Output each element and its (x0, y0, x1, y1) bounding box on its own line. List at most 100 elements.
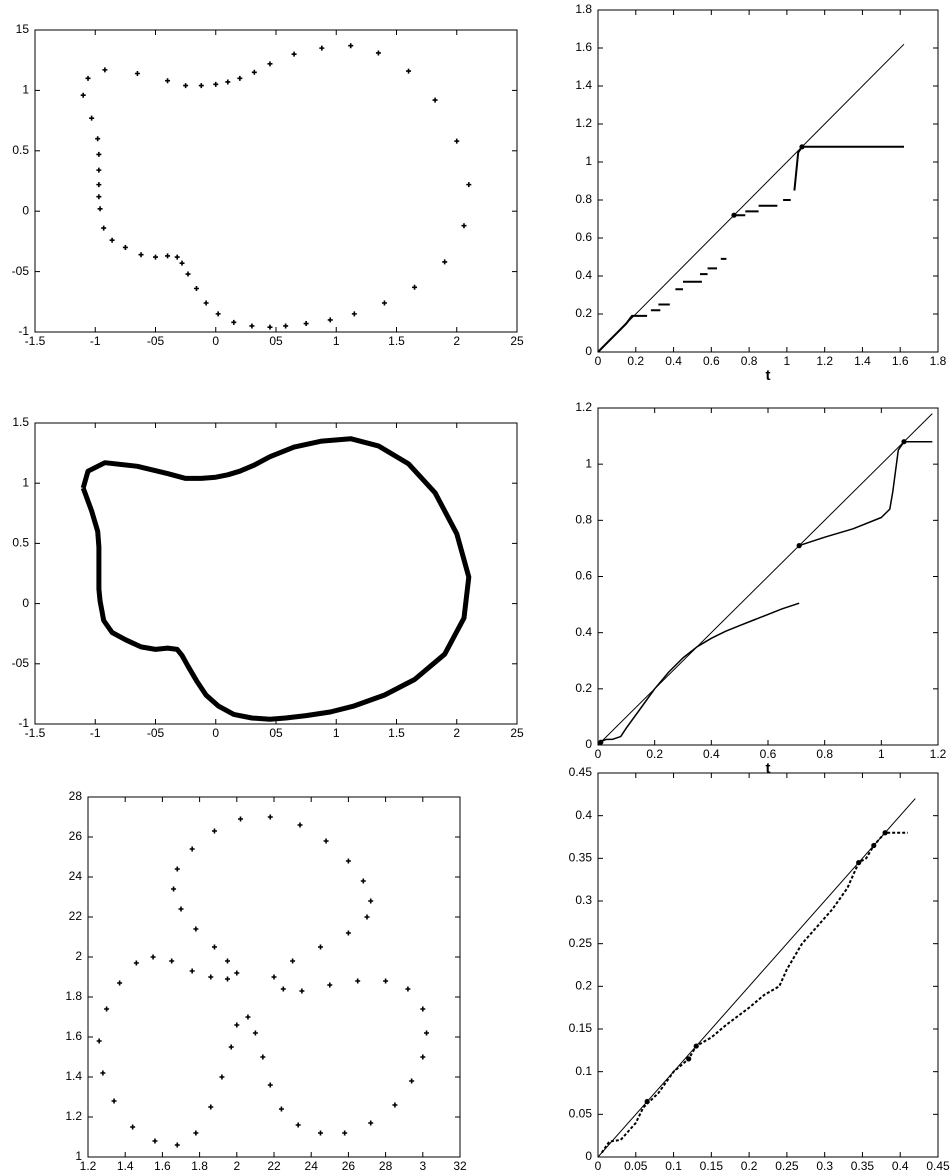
x-tick-label: 1 (333, 334, 340, 348)
y-tick-label: 1.2 (65, 1109, 82, 1123)
y-tick-label: 0 (585, 737, 592, 751)
y-tick-label: 0.2 (575, 306, 592, 320)
point-marker (234, 1022, 240, 1028)
x-tick-label: 0.2 (741, 1159, 758, 1171)
y-tick-label: 0.2 (575, 979, 592, 993)
point-marker (901, 439, 907, 445)
x-tick-label: -1 (90, 334, 101, 348)
x-tick-label: 0.2 (646, 747, 663, 761)
point-marker (153, 254, 158, 260)
series-line (80, 436, 472, 722)
point-marker (109, 237, 115, 243)
x-tick-label: 0.4 (892, 1159, 909, 1171)
x-tick-label: 1.2 (80, 1159, 97, 1171)
point-marker (215, 311, 221, 317)
point-marker (871, 842, 877, 849)
point-marker (381, 300, 387, 306)
point-marker (271, 974, 277, 980)
series-line (600, 831, 908, 1154)
point-marker (327, 982, 333, 988)
point-marker (364, 914, 370, 920)
y-tick-label: 1.5 (12, 415, 29, 429)
x-tick-label: 0.6 (760, 747, 777, 761)
point-marker (231, 319, 237, 325)
x-tick-label: -1.5 (25, 726, 46, 740)
y-tick-label: 0.4 (575, 808, 592, 822)
y-tick-label: 0.4 (575, 625, 592, 639)
point-marker (323, 838, 329, 844)
point-marker (267, 61, 273, 67)
point-marker (150, 954, 156, 960)
y-tick-label: -1 (18, 716, 29, 730)
point-marker (189, 846, 195, 852)
x-tick-label: 0.6 (703, 354, 720, 368)
point-marker (211, 944, 217, 950)
y-tick-label: 0.4 (575, 268, 592, 282)
y-tick-label: 1.6 (575, 40, 592, 54)
point-marker (95, 136, 101, 142)
point-marker (686, 1056, 692, 1062)
x-tick-label: 25 (510, 726, 524, 740)
point-marker (299, 988, 305, 994)
x-tick-label: 32 (453, 1159, 467, 1171)
point-marker (225, 976, 230, 982)
point-marker (169, 958, 175, 964)
point-marker (238, 816, 244, 822)
point-marker (85, 75, 91, 81)
point-marker (96, 194, 102, 200)
point-marker (251, 69, 257, 75)
x-tick-label: 0.05 (624, 1159, 648, 1171)
point-marker (174, 1142, 180, 1148)
y-tick-label: 1 (75, 1149, 82, 1163)
point-marker (228, 1044, 234, 1050)
point-marker (355, 978, 361, 984)
point-marker (165, 253, 171, 259)
point-marker (319, 45, 325, 51)
point-marker (260, 1054, 266, 1060)
y-tick-label: 0 (585, 1149, 592, 1163)
point-marker (117, 980, 123, 986)
point-marker (208, 1104, 214, 1110)
y-tick-label: 1 (585, 456, 592, 470)
y-tick-label: 0 (585, 344, 592, 358)
point-marker (267, 814, 273, 820)
y-tick-label: 0.3 (575, 893, 592, 907)
x-tick-label: -05 (147, 726, 165, 740)
y-tick-label: 0.6 (575, 230, 592, 244)
y-tick-label: 0.5 (12, 143, 29, 157)
y-tick-label: 1.2 (575, 400, 592, 414)
x-tick-label: 1.8 (191, 1159, 208, 1171)
x-tick-label: -1.5 (25, 334, 46, 348)
x-tick-label: 2 (233, 1159, 240, 1171)
series-line (597, 440, 933, 743)
point-marker (96, 182, 102, 188)
point-marker (134, 70, 140, 76)
x-tick-label: 0.15 (700, 1159, 724, 1171)
point-marker (693, 1043, 699, 1049)
point-marker (420, 1006, 426, 1012)
point-marker (225, 79, 231, 85)
y-tick-label: 0.8 (575, 192, 592, 206)
point-marker (133, 960, 139, 966)
point-marker (360, 878, 366, 884)
x-tick-label: 0.8 (741, 354, 758, 368)
y-tick-label: 15 (16, 22, 30, 36)
point-marker (882, 830, 888, 836)
point-marker (234, 970, 240, 976)
point-marker (189, 968, 195, 974)
x-tick-label: -05 (147, 334, 165, 348)
y-tick-label: 0 (22, 596, 29, 610)
x-tick-label: 22 (267, 1159, 281, 1171)
point-marker (101, 225, 107, 231)
y-tick-label: -1 (18, 324, 29, 338)
point-marker (644, 1098, 650, 1105)
point-marker (130, 1124, 136, 1130)
point-marker (348, 43, 354, 49)
y-tick-label: 0.1 (575, 1064, 592, 1078)
y-tick-label: 1 (22, 83, 29, 97)
point-marker (598, 739, 604, 745)
plot-frame (597, 9, 939, 353)
x-tick-label: 24 (305, 1159, 319, 1171)
y-tick-label: 22 (69, 909, 83, 923)
y-tick-label: 1.2 (575, 116, 592, 130)
